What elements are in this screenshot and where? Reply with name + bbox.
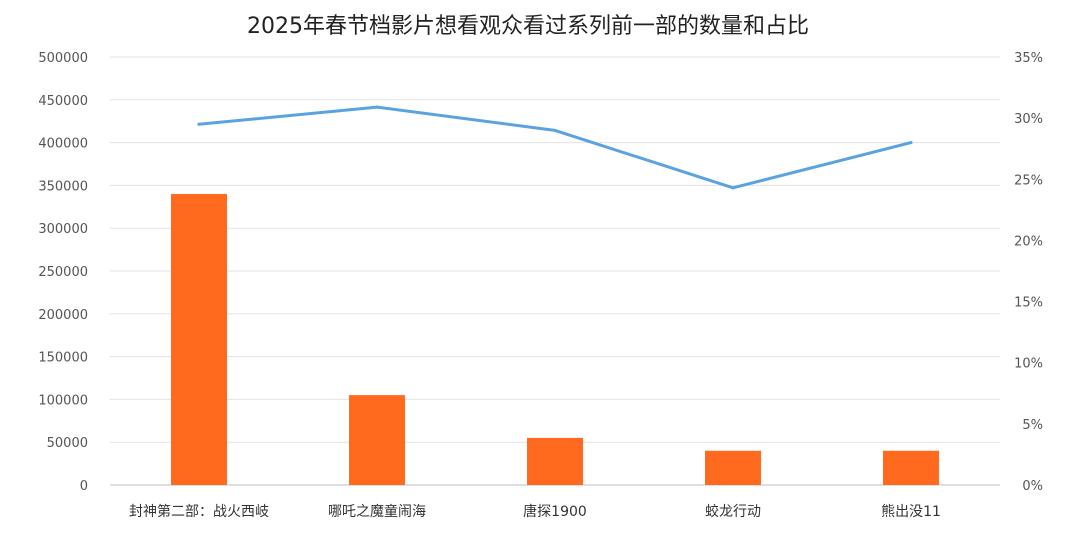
bar-series [171, 193, 939, 485]
right-tick-label: 10% [1014, 357, 1043, 372]
right-tick-label: 5% [1022, 418, 1043, 433]
right-tick-label: 0% [1022, 479, 1043, 494]
right-tick-label: 30% [1014, 112, 1043, 127]
gridlines [110, 56, 1000, 486]
line-series [197, 105, 913, 190]
left-tick-label: 450000 [38, 94, 88, 109]
right-tick-label: 15% [1014, 296, 1043, 311]
left-tick-label: 250000 [38, 265, 88, 280]
category-label: 唐探1900 [523, 503, 587, 520]
left-axis-ticks: 0 50000 100000 150000 200000 250000 300000 3500… [38, 51, 88, 494]
bar [883, 450, 939, 485]
right-tick-label: 20% [1014, 234, 1043, 249]
left-tick-label: 500000 [38, 51, 88, 66]
left-tick-label: 100000 [38, 393, 88, 408]
chart-title: 2025年春节档影片想看观众看过系列前一部的数量和占比 [247, 14, 809, 39]
right-tick-label: 25% [1014, 173, 1043, 188]
bar [349, 395, 405, 485]
left-tick-label: 50000 [47, 436, 88, 451]
right-axis-ticks: 0% 5% 10% 15% 20% 25% 30% 35% [1014, 51, 1043, 494]
category-label: 蛟龙行动 [705, 504, 761, 520]
category-label: 封神第二部：战火西岐 [129, 503, 269, 520]
line-point [909, 141, 913, 145]
line-point [731, 186, 735, 190]
series-line [197, 105, 913, 190]
left-tick-label: 300000 [38, 222, 88, 237]
bar [171, 193, 227, 485]
right-tick-label: 35% [1014, 51, 1043, 66]
category-label: 熊出没11 [881, 504, 941, 520]
bar [705, 450, 761, 485]
left-tick-label: 150000 [38, 351, 88, 366]
left-tick-label: 0 [80, 479, 88, 494]
line-point [375, 105, 379, 109]
line-point [553, 128, 557, 132]
left-tick-label: 400000 [38, 137, 88, 152]
category-labels: 封神第二部：战火西岐 哪吒之魔童闹海 唐探1900 蛟龙行动 熊出没11 [129, 503, 941, 520]
left-tick-label: 350000 [38, 179, 88, 194]
bar [527, 437, 583, 485]
category-label: 哪吒之魔童闹海 [328, 503, 426, 520]
line-point [197, 122, 201, 126]
left-tick-label: 200000 [38, 308, 88, 323]
